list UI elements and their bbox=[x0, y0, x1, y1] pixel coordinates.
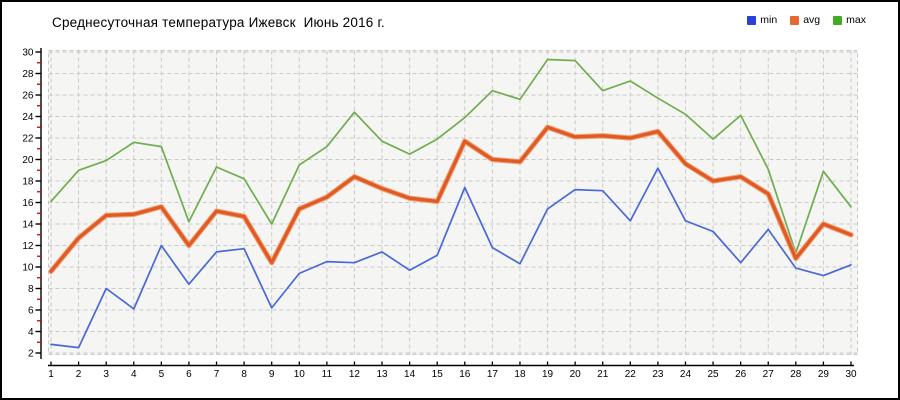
chart-title: Среднесуточная температура Ижевск Июнь 2… bbox=[52, 15, 385, 30]
y-tick-label: 2 bbox=[28, 349, 34, 360]
y-tick-label: 22 bbox=[22, 134, 34, 145]
y-tick-label: 12 bbox=[22, 241, 34, 252]
y-tick-label: 6 bbox=[28, 306, 34, 317]
avg-series-swatch-icon bbox=[790, 15, 800, 25]
legend-label-avg: avg bbox=[803, 14, 821, 26]
x-tick-label: 20 bbox=[570, 369, 582, 380]
avg-series-line bbox=[49, 125, 853, 273]
x-tick-label: 16 bbox=[459, 369, 471, 380]
y-tick-label: 18 bbox=[22, 177, 34, 188]
x-tick-label: 28 bbox=[790, 369, 802, 380]
y-tick-label: 20 bbox=[22, 155, 34, 166]
chart-legend: min avg max bbox=[747, 14, 866, 26]
x-tick-label: 26 bbox=[735, 369, 747, 380]
x-tick-label: 14 bbox=[404, 369, 416, 380]
max-series-line bbox=[50, 58, 852, 254]
x-tick-label: 5 bbox=[159, 369, 165, 380]
y-tick-label: 26 bbox=[22, 91, 34, 102]
legend-item-min: min bbox=[747, 14, 777, 26]
x-tick-label: 24 bbox=[680, 369, 692, 380]
x-tick-label: 13 bbox=[376, 369, 388, 380]
x-tick-label: 25 bbox=[708, 369, 720, 380]
x-tick-label: 9 bbox=[269, 369, 275, 380]
y-tick-label: 10 bbox=[22, 263, 34, 274]
x-tick-label: 30 bbox=[845, 369, 857, 380]
min-series-line bbox=[50, 167, 852, 349]
x-tick-label: 18 bbox=[514, 369, 526, 380]
y-tick-label: 30 bbox=[22, 48, 34, 59]
x-tick-label: 3 bbox=[103, 369, 109, 380]
x-tick-label: 6 bbox=[186, 369, 192, 380]
y-tick-label: 16 bbox=[22, 198, 34, 209]
x-tick-label: 4 bbox=[131, 369, 137, 380]
x-tick-label: 8 bbox=[241, 369, 247, 380]
x-tick-label: 7 bbox=[214, 369, 220, 380]
max-series-swatch-icon bbox=[833, 15, 843, 25]
x-tick-label: 10 bbox=[294, 369, 306, 380]
y-tick-label: 4 bbox=[28, 327, 34, 338]
legend-label-min: min bbox=[760, 14, 778, 26]
x-tick-label: 2 bbox=[76, 369, 82, 380]
x-tick-label: 1 bbox=[48, 369, 54, 380]
legend-label-max: max bbox=[846, 14, 866, 26]
y-tick-label: 24 bbox=[22, 112, 34, 123]
x-tick-label: 15 bbox=[432, 369, 444, 380]
x-tick-label: 17 bbox=[487, 369, 499, 380]
x-tick-label: 19 bbox=[542, 369, 554, 380]
legend-item-avg: avg bbox=[790, 14, 820, 26]
y-tick-label: 8 bbox=[28, 284, 34, 295]
x-tick-label: 23 bbox=[652, 369, 664, 380]
legend-item-max: max bbox=[833, 14, 866, 26]
x-tick-label: 12 bbox=[349, 369, 361, 380]
y-tick-label: 14 bbox=[22, 220, 34, 231]
x-tick-label: 11 bbox=[322, 369, 333, 380]
min-series-swatch-icon bbox=[747, 15, 757, 25]
x-tick-label: 29 bbox=[818, 369, 830, 380]
x-tick-label: 21 bbox=[597, 369, 609, 380]
x-tick-label: 22 bbox=[625, 369, 637, 380]
y-tick-label: 28 bbox=[22, 69, 34, 80]
x-tick-label: 27 bbox=[763, 369, 775, 380]
